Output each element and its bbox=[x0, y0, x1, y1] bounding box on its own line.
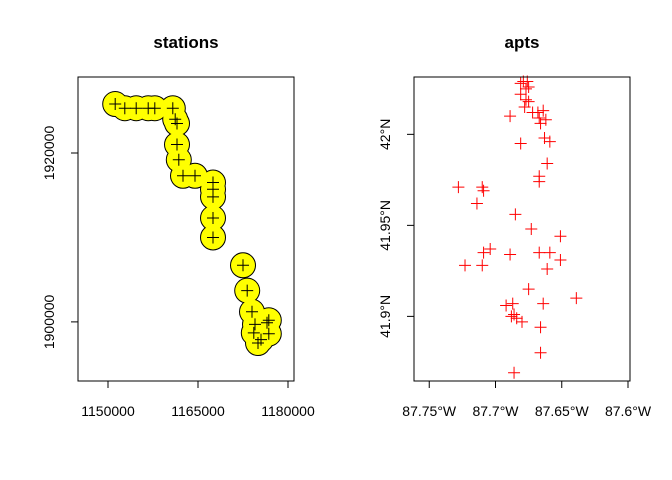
x-tick-label: 1150000 bbox=[81, 403, 135, 419]
point-marker bbox=[246, 305, 258, 318]
y-tick-label: 1920000 bbox=[41, 126, 57, 181]
x-tick-label: 1165000 bbox=[171, 403, 225, 419]
point-marker bbox=[476, 181, 489, 194]
stations-y-axis: 1900000 1920000 bbox=[41, 126, 79, 349]
point-marker bbox=[109, 98, 122, 111]
point-marker bbox=[554, 253, 567, 266]
point-marker bbox=[505, 310, 518, 323]
apts-points bbox=[452, 75, 583, 379]
point-marker bbox=[452, 181, 465, 194]
point-marker bbox=[262, 327, 275, 340]
point-marker bbox=[207, 190, 219, 203]
point-marker bbox=[459, 259, 472, 272]
point-marker bbox=[476, 259, 489, 272]
point-marker bbox=[534, 117, 547, 130]
point-marker bbox=[249, 318, 261, 331]
point-marker bbox=[506, 297, 519, 310]
stations-panel: stations 1150000 1165000 1180000 1900000 192… bbox=[41, 33, 315, 419]
point-marker bbox=[538, 131, 551, 144]
point-marker bbox=[504, 248, 517, 261]
point-marker bbox=[509, 208, 522, 221]
point-marker bbox=[533, 111, 546, 124]
point-marker bbox=[171, 138, 183, 151]
apts-panel: apts 87.75°W 87.7°W 87.65°W 87.6°W41.9°N41.… bbox=[377, 33, 652, 419]
point-marker bbox=[237, 259, 249, 272]
point-marker bbox=[514, 88, 527, 101]
point-marker bbox=[554, 230, 567, 243]
apts-plot-frame bbox=[413, 76, 631, 382]
point-marker bbox=[207, 212, 219, 225]
point-marker bbox=[521, 75, 534, 88]
point-marker bbox=[130, 102, 143, 115]
point-marker bbox=[570, 292, 583, 305]
point-marker bbox=[189, 169, 201, 182]
point-marker bbox=[519, 93, 532, 106]
point-marker bbox=[508, 366, 521, 379]
point-marker bbox=[541, 157, 554, 170]
point-marker bbox=[247, 326, 260, 339]
x-tick-label: 87.75°W bbox=[402, 403, 457, 419]
point-marker bbox=[508, 308, 521, 321]
point-marker bbox=[261, 316, 273, 329]
point-marker bbox=[177, 169, 189, 182]
point-marker bbox=[533, 246, 546, 259]
y-tick-label: 42°N bbox=[377, 119, 393, 150]
apts-x-axis: 87.75°W 87.7°W 87.65°W 87.6°W bbox=[402, 380, 652, 419]
apts-title: apts bbox=[505, 33, 540, 52]
stations-x-axis: 1150000 1165000 1180000 bbox=[81, 380, 315, 419]
point-marker bbox=[514, 77, 527, 90]
point-marker bbox=[172, 153, 185, 166]
point-marker bbox=[166, 102, 179, 115]
point-marker bbox=[148, 102, 161, 115]
point-marker bbox=[241, 284, 254, 297]
point-marker bbox=[539, 113, 552, 126]
apts-y-axis: 41.9°N 41.95°N 42°N bbox=[377, 119, 415, 338]
point-marker bbox=[171, 117, 183, 130]
point-marker bbox=[525, 223, 538, 235]
point-marker bbox=[255, 333, 267, 346]
point-marker bbox=[118, 102, 131, 115]
x-tick-label: 87.7°W bbox=[472, 403, 519, 419]
stations-buffers bbox=[102, 91, 282, 356]
point-marker bbox=[484, 243, 497, 256]
y-tick-label: 41.95°N bbox=[377, 200, 393, 251]
point-marker bbox=[262, 314, 275, 327]
point-marker bbox=[522, 283, 535, 296]
point-marker bbox=[477, 184, 490, 197]
point-marker bbox=[504, 110, 517, 123]
point-marker bbox=[500, 299, 513, 312]
point-marker bbox=[477, 246, 490, 259]
point-marker bbox=[534, 346, 547, 359]
point-marker bbox=[534, 321, 547, 334]
y-tick-label: 1900000 bbox=[41, 294, 57, 349]
x-tick-label: 87.6°W bbox=[605, 403, 652, 419]
point-marker bbox=[470, 197, 483, 210]
point-marker bbox=[543, 246, 556, 259]
point-marker bbox=[519, 82, 532, 95]
stations-points bbox=[109, 98, 275, 349]
point-marker bbox=[537, 104, 550, 117]
point-marker bbox=[252, 337, 264, 349]
point-marker bbox=[543, 135, 556, 148]
point-marker bbox=[516, 315, 528, 328]
point-marker bbox=[533, 175, 546, 188]
point-marker bbox=[510, 312, 523, 325]
point-marker bbox=[541, 263, 554, 276]
stations-title: stations bbox=[153, 33, 218, 52]
point-marker bbox=[518, 101, 531, 114]
point-marker bbox=[537, 297, 550, 310]
point-marker bbox=[531, 106, 544, 119]
y-tick-label: 41.9°N bbox=[377, 295, 393, 338]
point-marker bbox=[522, 81, 535, 94]
x-tick-label: 1180000 bbox=[261, 403, 315, 419]
point-marker bbox=[207, 231, 219, 244]
point-marker bbox=[514, 137, 527, 150]
x-tick-label: 87.65°W bbox=[535, 403, 590, 419]
